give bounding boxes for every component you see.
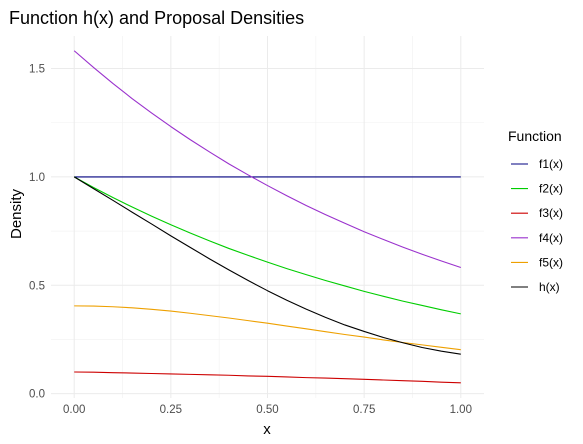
x-tick-label: 0.50 <box>256 404 278 416</box>
legend-title: Function <box>508 128 562 144</box>
x-tick-label: 0.00 <box>63 404 85 416</box>
x-axis-title: x <box>263 421 271 438</box>
x-axis-ticks: 0.00 0.25 0.50 0.75 1.00 <box>63 404 472 416</box>
legend-label-f2x: f2(x) <box>539 182 563 196</box>
y-tick-label: 1.0 <box>29 172 45 184</box>
y-tick-label: 1.5 <box>29 64 45 76</box>
legend-label-f1x: f1(x) <box>539 157 563 171</box>
x-tick-label: 1.00 <box>450 404 472 416</box>
series-line-f5x <box>74 305 461 351</box>
series-line-hx <box>73 176 461 355</box>
y-axis-title: Density <box>8 188 25 239</box>
legend: Function f1(x) f2(x) f3(x) f4(x) f5(x) h(x) <box>508 128 563 294</box>
legend-label-f3x: f3(x) <box>539 206 563 220</box>
grid <box>51 36 484 398</box>
series-line-f3x <box>74 371 461 384</box>
x-tick-label: 0.25 <box>160 404 182 416</box>
series-line-f2x <box>73 176 461 315</box>
series-line-f4x <box>73 50 461 269</box>
chart-title: Function h(x) and Proposal Densities <box>9 8 304 28</box>
legend-label-f4x: f4(x) <box>539 231 563 245</box>
legend-label-hx: h(x) <box>539 280 560 294</box>
y-axis-ticks: 0.0 0.5 1.0 1.5 <box>29 64 45 401</box>
legend-label-f5x: f5(x) <box>539 255 563 269</box>
x-tick-label: 0.75 <box>353 404 375 416</box>
y-tick-label: 0.0 <box>29 389 45 401</box>
series-layer <box>73 50 461 384</box>
y-tick-label: 0.5 <box>29 280 45 292</box>
